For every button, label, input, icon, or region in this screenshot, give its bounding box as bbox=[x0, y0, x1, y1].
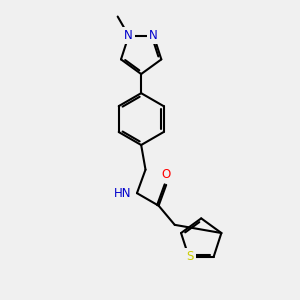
Text: N: N bbox=[149, 29, 158, 42]
Text: S: S bbox=[187, 250, 194, 263]
Text: O: O bbox=[162, 168, 171, 182]
Text: HN: HN bbox=[114, 187, 132, 200]
Text: N: N bbox=[124, 29, 133, 42]
